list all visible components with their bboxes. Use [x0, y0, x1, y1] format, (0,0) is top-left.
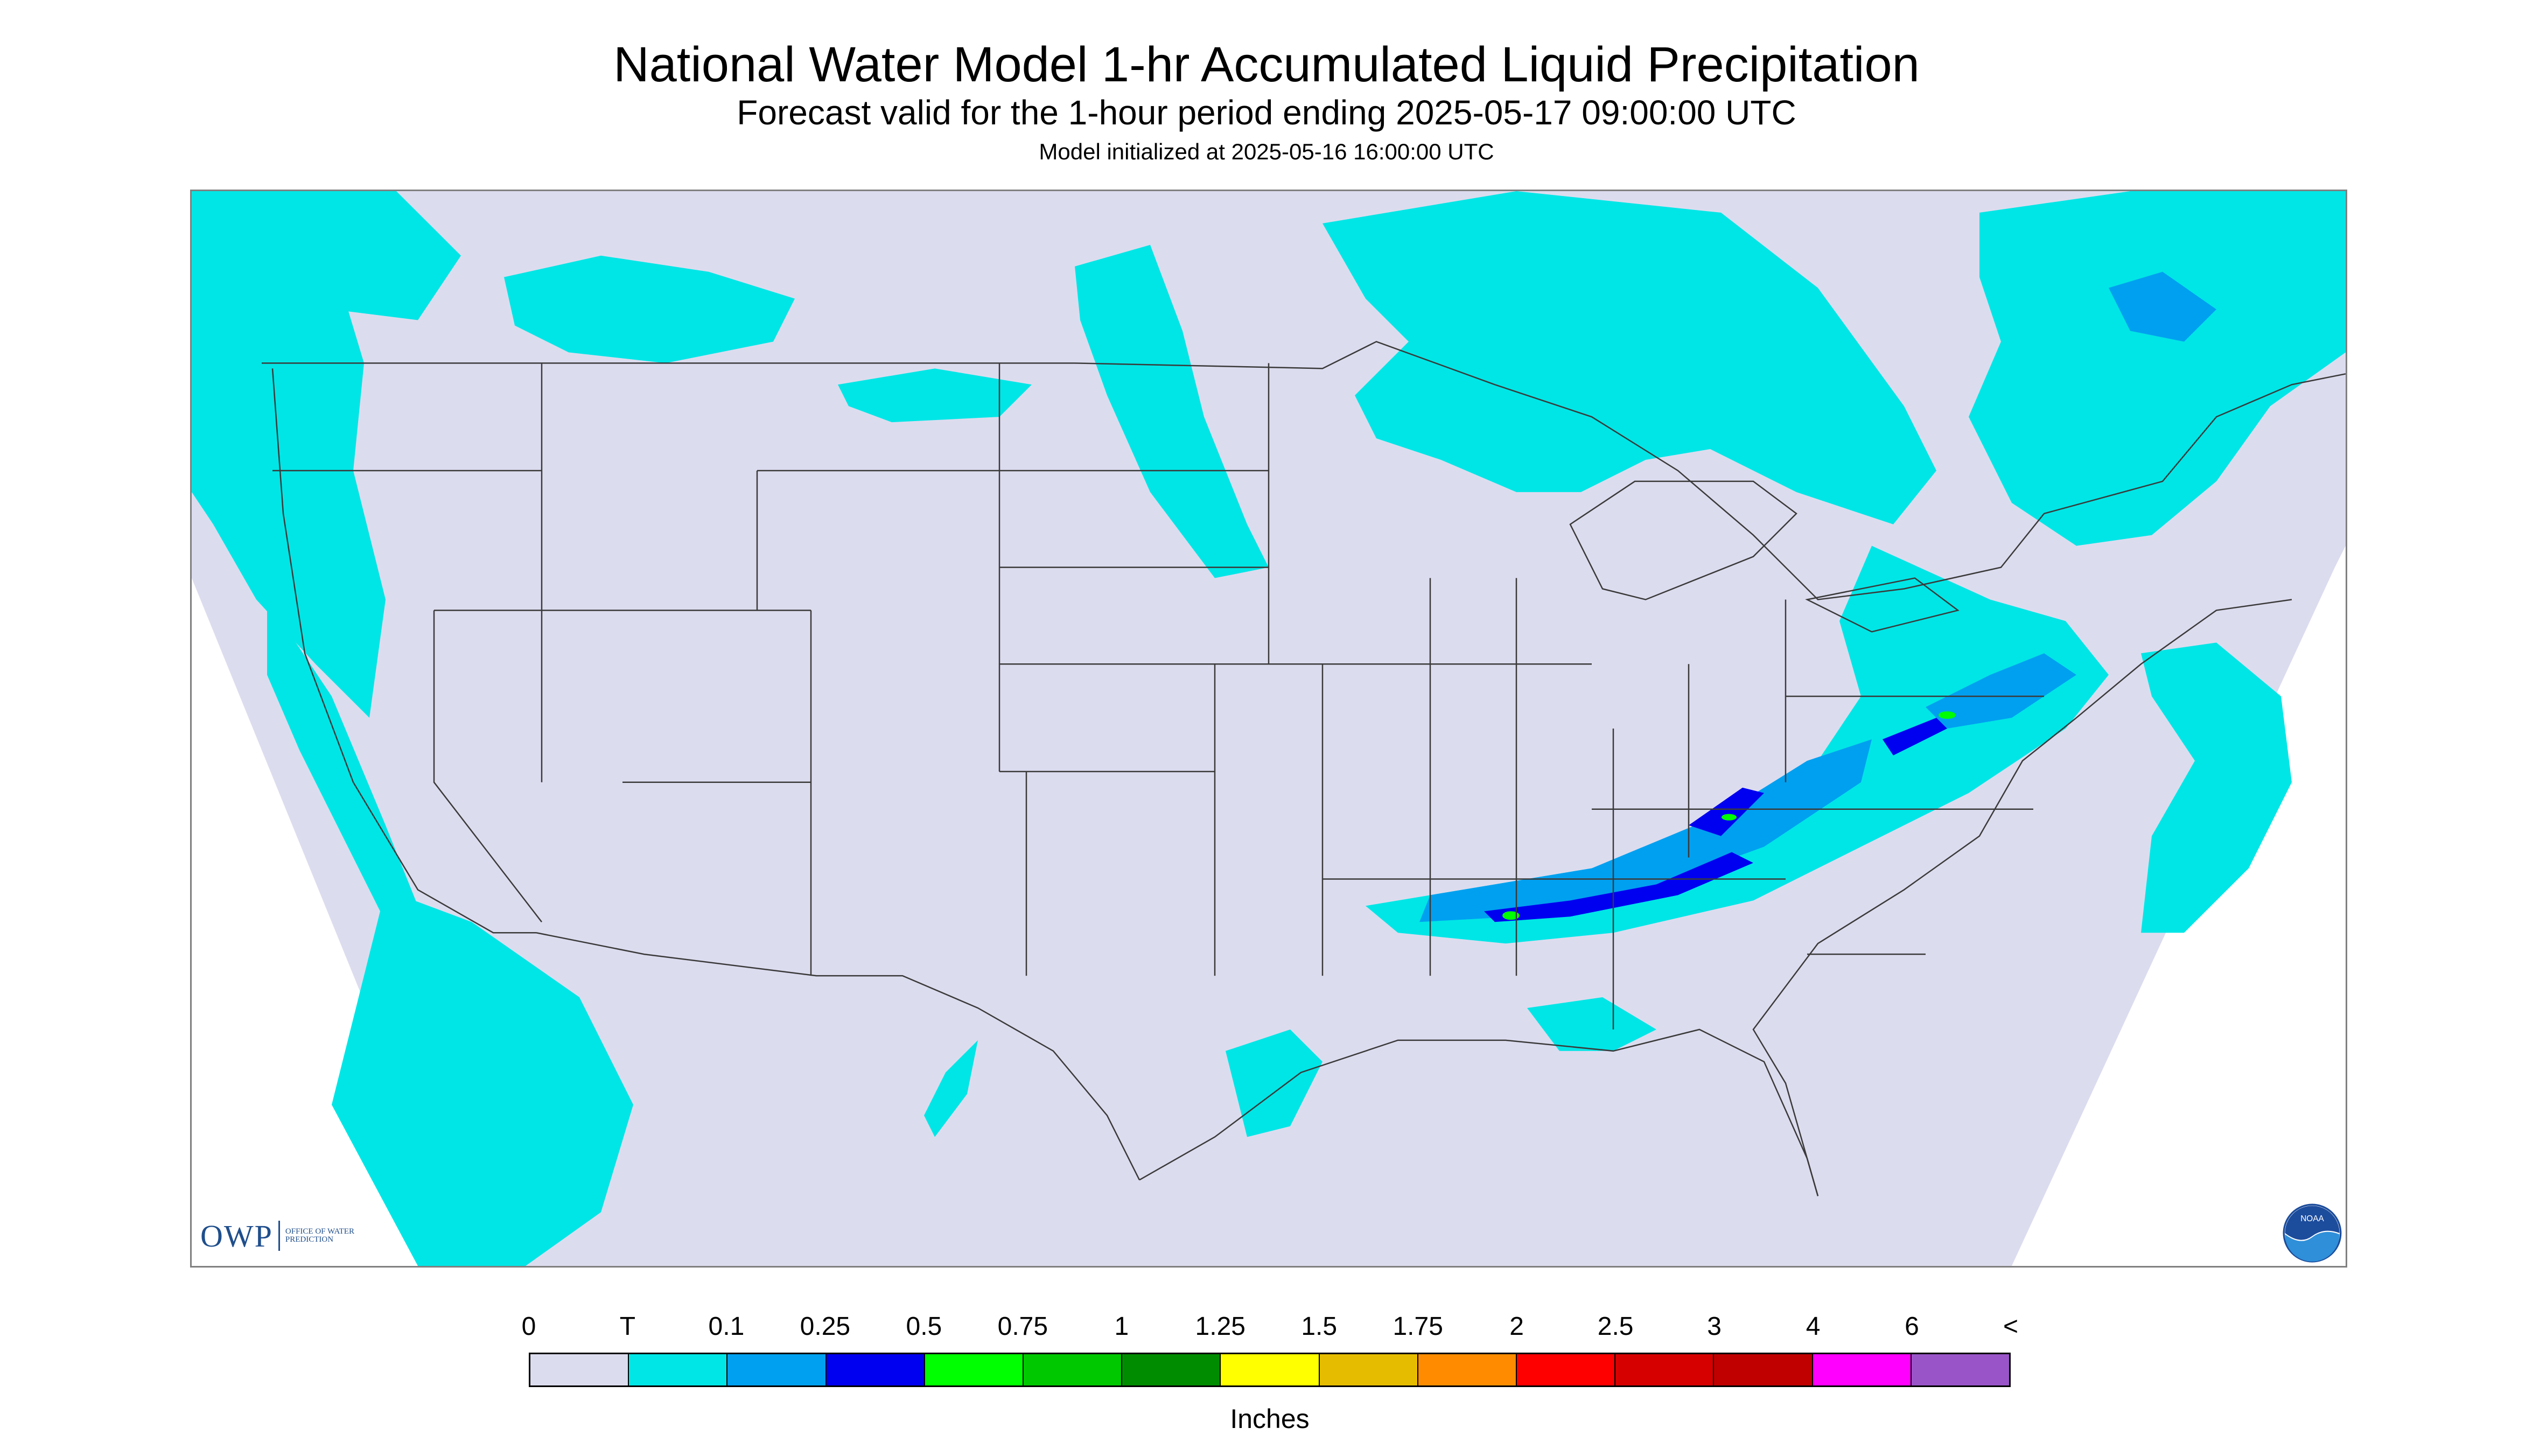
atlantic-coast — [1752, 599, 2292, 1196]
owp-logo-divider — [278, 1221, 280, 1251]
us-mexico-border — [536, 932, 1140, 1180]
legend-swatch-6 — [1122, 1354, 1221, 1385]
legend-tick-label: 2 — [1509, 1312, 1524, 1341]
gulf-coast — [1139, 1028, 1819, 1196]
precip-baja-pacific — [332, 890, 633, 1266]
legend-tick-label: 0.1 — [708, 1312, 745, 1341]
legend-swatch-3 — [826, 1354, 925, 1385]
map-subtitle: Forecast valid for the 1-hour period end… — [737, 93, 1796, 132]
precip-bc-coast — [192, 191, 461, 320]
precip-heavy-alabama — [1502, 911, 1520, 920]
legend-swatch-9 — [1418, 1354, 1517, 1385]
precip-texas-northmex — [924, 1040, 978, 1137]
legend-tick-label: 0 — [521, 1312, 536, 1341]
legend-tick-label: 0.75 — [997, 1312, 1048, 1341]
legend-swatch-4 — [925, 1354, 1024, 1385]
precip-moderate-alabama — [1484, 852, 1753, 922]
owp-logo: OWP OFFICE OF WATER PREDICTION — [200, 1218, 361, 1254]
owp-logo-text: OFFICE OF WATER PREDICTION — [285, 1227, 354, 1244]
us-canada-border — [262, 341, 2346, 600]
pacific-coast — [271, 368, 536, 934]
legend-tick-label: < — [2003, 1312, 2019, 1341]
precip-ohio-valley — [1366, 545, 2109, 944]
precip-light-areas — [1419, 271, 2216, 922]
precip-east-atlantic — [2141, 642, 2292, 933]
legend-swatch-13 — [1813, 1354, 1912, 1385]
legend-tick-label: 4 — [1806, 1312, 1821, 1341]
legend-units: Inches — [1230, 1404, 1310, 1434]
legend-swatch-12 — [1714, 1354, 1813, 1385]
legend-tick-label: 2.5 — [1597, 1312, 1634, 1341]
precip-trace-areas — [192, 191, 2346, 1266]
great-lakes — [1569, 480, 1960, 633]
model-init-time: Model initialized at 2025-05-16 16:00:00… — [1039, 139, 1494, 164]
precip-montana-east — [838, 368, 1032, 423]
legend-colorbar — [529, 1353, 2011, 1387]
state-lines-east — [1323, 578, 2044, 1030]
legend-swatch-1 — [629, 1354, 728, 1385]
legend-swatch-0 — [530, 1354, 629, 1385]
precip-moderate-carolina — [1689, 787, 1764, 836]
precip-heavy-virginia — [1939, 711, 1956, 719]
legend-swatch-8 — [1319, 1354, 1418, 1385]
legend-tick-label: 1 — [1114, 1312, 1129, 1341]
precip-light-midatlantic — [1926, 653, 2076, 729]
legend-swatch-2 — [727, 1354, 827, 1385]
precip-dakotas-swirl — [1075, 244, 1269, 578]
legend-tick-label: 1.5 — [1301, 1312, 1338, 1341]
legend-tick-label: 0.5 — [906, 1312, 942, 1341]
noaa-logo: NOAA — [2283, 1203, 2342, 1263]
precip-idaho-montana — [504, 255, 795, 363]
precip-pacific-nw — [192, 212, 386, 718]
legend-tick-label: 3 — [1707, 1312, 1722, 1341]
map-title: National Water Model 1-hr Accumulated Li… — [613, 37, 1920, 92]
precipitation-map: OWP OFFICE OF WATER PREDICTION NOAA — [190, 190, 2347, 1268]
map-canvas — [192, 191, 2346, 1266]
legend-swatch-10 — [1517, 1354, 1616, 1385]
state-lines-central — [999, 363, 1324, 976]
legend-tick-label: 0.25 — [800, 1312, 851, 1341]
legend: 0 T 0.1 0.25 0.5 0.75 1 1.25 1.5 1.75 2 2.5 3 4 6 < Inc… — [522, 1312, 2018, 1434]
legend-tick-label: T — [619, 1312, 636, 1341]
precip-moderate-virginia — [1883, 718, 1947, 755]
legend-tick-label: 1.75 — [1393, 1312, 1443, 1341]
state-lines-west — [272, 363, 1000, 976]
precip-great-lakes-low — [1323, 191, 1936, 524]
precip-light-ohio — [1419, 739, 1872, 922]
precip-heavy-carolina — [1722, 814, 1737, 821]
legend-swatch-7 — [1221, 1354, 1320, 1385]
political-borders — [262, 341, 2346, 1196]
precip-moderate-areas — [1484, 718, 1947, 922]
owp-logo-mark: OWP — [200, 1218, 273, 1254]
legend-tick-label: 1.25 — [1195, 1312, 1245, 1341]
precip-light-quebec — [2109, 271, 2216, 342]
precip-northeast-canada — [1969, 191, 2346, 546]
legend-tick-label: 6 — [1905, 1312, 1919, 1341]
precip-gulf-florida — [1527, 997, 1656, 1051]
legend-swatch-11 — [1615, 1354, 1715, 1385]
noaa-logo-text: NOAA — [2300, 1214, 2324, 1223]
legend-swatch-14 — [1911, 1354, 2010, 1385]
legend-swatch-5 — [1024, 1354, 1123, 1385]
precip-heavy-areas — [1502, 711, 1956, 920]
